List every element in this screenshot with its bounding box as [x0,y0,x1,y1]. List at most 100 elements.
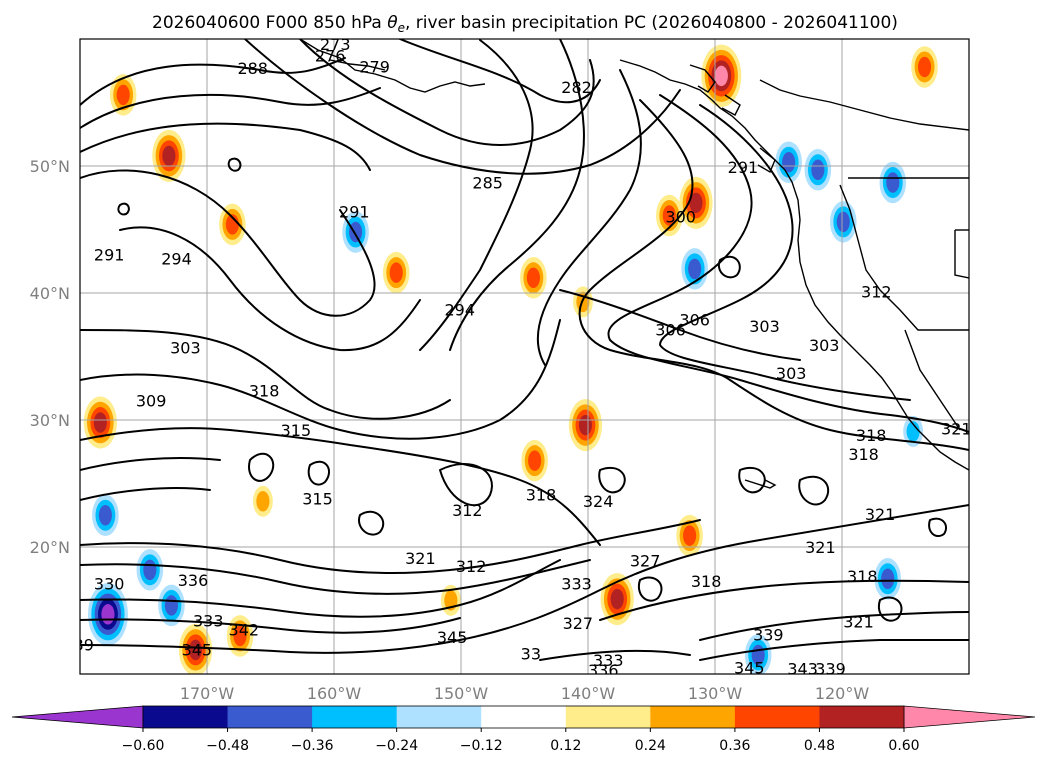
colorbar-frame [142,705,905,729]
colorbar-over-arrow [903,705,1036,729]
colorbar-segment [143,706,229,728]
lat-tick-label: 50°N [30,157,70,176]
latitude-tick-labels: 20°N 30°N 40°N 50°N [30,157,70,557]
contour-label: 306 [655,321,686,340]
contour-label: 33 [521,644,541,663]
contour-label: 339 [815,660,846,679]
contour-label: 333 [193,611,224,630]
contour-label: 279 [359,58,390,77]
colorbar-tick-label: 0.24 [635,738,666,754]
pc-anomaly-ring [101,604,115,625]
pc-anomaly-14 [911,46,938,88]
pc-anomaly-2 [219,203,246,246]
contour-label: 315 [302,490,333,509]
colorbar-tick-label: 0.60 [888,738,919,754]
colorbar-tick-label: 0.12 [550,738,581,754]
pc-anomaly-ring [189,639,203,661]
pc-anomaly-31 [744,634,772,674]
pc-anomaly-layer [83,44,938,674]
lon-tick-label: 120°W [815,684,870,703]
contour-label: 327 [563,614,594,633]
colorbar-tick-label: −0.12 [460,738,503,754]
colorbar-tick-label: 0.48 [804,738,835,754]
pc-anomaly-ring [162,145,176,167]
pc-anomaly-5 [520,257,547,299]
contour-label: 303 [749,317,780,336]
contour-label: 336 [588,661,619,680]
contour-label: 336 [178,571,209,590]
contour-label: 345 [734,658,765,677]
contour-label: 339 [753,625,784,644]
pc-anomaly-ring [683,525,697,546]
pc-anomaly-ring [782,151,796,173]
contour-label: 345 [437,628,468,647]
lon-tick-label: 140°W [561,684,616,703]
pc-anomaly-ring [349,221,363,243]
contour-label: 318 [526,486,557,505]
pc-anomaly-27 [874,558,901,600]
contour-label: 321 [843,613,874,632]
contour-label: 291 [94,246,125,265]
colorbar-tick-label: 0.36 [719,738,750,754]
colorbar-segment [481,706,567,728]
contour-label: 303 [809,336,840,355]
contour-label: 306 [679,310,710,329]
pc-anomaly-ring [836,211,850,233]
contour-label: 324 [583,492,614,511]
colorbar-segment [565,706,651,728]
contour-label: 294 [444,300,475,319]
colorbar-tick-label: −0.36 [291,738,334,754]
pc-anomaly-11 [775,141,802,183]
pc-anomaly-3 [342,211,369,253]
contour-label: 327 [630,552,661,571]
colorbar-segment [312,706,398,728]
contour-label: 300 [665,208,696,227]
contour-label: 321 [405,549,436,568]
contour-label: 312 [861,283,892,302]
pc-anomaly-10 [701,44,742,108]
contour-label: 343 [787,660,818,679]
pc-anomaly-ring [714,65,728,87]
pc-anomaly-16 [568,399,603,452]
pc-anomaly-ring [164,595,178,616]
contour-label: 291 [728,158,759,177]
pc-anomaly-0 [109,74,137,116]
pc-anomaly-13 [879,161,907,204]
pc-anomaly-ring [93,412,107,433]
longitude-tick-labels: 170°W 160°W 150°W 140°W 130°W 120°W [180,684,870,703]
contour-label: 285 [472,173,503,192]
pc-anomaly-12 [804,149,832,191]
contour-label: 291 [339,202,370,221]
contour-label: 294 [161,249,192,268]
pc-anomaly-28 [903,415,924,447]
pc-anomaly-ring [389,262,403,283]
contour-label: 318 [847,567,878,586]
lon-tick-label: 160°W [307,684,362,703]
colorbar-tick-label: −0.48 [206,738,249,754]
pc-anomaly-ring [225,214,239,235]
contour-label: 318 [691,572,722,591]
contour-label: 321 [941,420,972,439]
pc-anomaly-20 [83,396,117,449]
contour-label: 276 [315,46,346,65]
colorbar-segment [734,706,820,728]
contour-label: 39 [74,636,94,655]
colorbar-tick-label: −0.24 [375,738,418,754]
plot-frame [79,38,970,675]
pc-anomaly-ring [689,192,703,214]
contour-label: 321 [805,538,836,557]
pc-anomaly-ring [811,159,825,181]
contour-label: 318 [856,426,887,445]
pc-anomaly-4 [382,251,410,294]
lon-tick-label: 130°W [688,684,743,703]
pc-anomaly-ring [917,56,932,78]
lat-tick-label: 20°N [30,538,70,557]
pc-anomaly-ring [233,625,247,647]
coastlines [299,39,969,489]
contour-label: 333 [593,651,624,670]
pc-anomaly-23 [136,549,164,591]
colorbar: −0.60 −0.48 −0.36 −0.24 −0.12 0.12 0.24 0.36 0.4… [11,705,1036,754]
pc-anomaly-ring [906,421,920,442]
